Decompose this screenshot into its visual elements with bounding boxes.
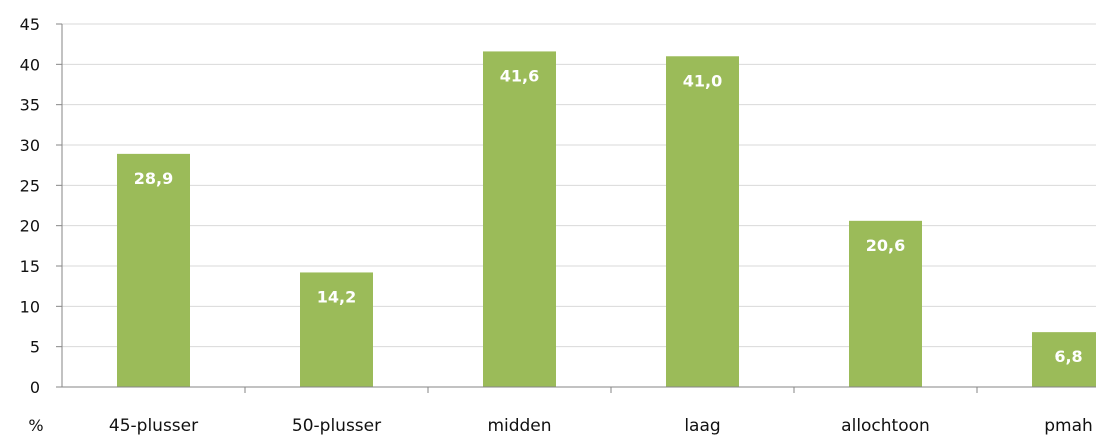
category-label: 50-plusser: [292, 416, 381, 436]
y-tick-labels: 0 5 10 15 20 25 30 35 40 45: [20, 15, 40, 397]
axes: [56, 23, 1096, 393]
bar-45-plusser: [117, 153, 190, 387]
gridlines: [62, 23, 1096, 348]
category-label: allochtoon: [841, 416, 930, 436]
y-tick-label: 15: [20, 257, 40, 276]
bar-laag: [666, 56, 739, 388]
data-labels: 28,9 14,2 41,6 41,0 20,6 6,8: [134, 66, 1083, 366]
data-label: 14,2: [317, 287, 356, 306]
bar-midden: [483, 51, 556, 387]
category-label: pmah: [1044, 416, 1093, 436]
y-tick-label: 30: [20, 136, 40, 155]
y-unit-label: %: [28, 416, 43, 435]
y-tick-label: 0: [30, 378, 40, 397]
category-label: 45-plusser: [109, 416, 198, 436]
y-tick-label: 5: [30, 338, 40, 357]
category-label: midden: [487, 416, 551, 436]
bar-allochtoon: [849, 220, 922, 387]
data-label: 20,6: [866, 236, 905, 255]
data-label: 28,9: [134, 169, 173, 188]
y-tick-label: 40: [20, 55, 40, 74]
y-tick-label: 20: [20, 217, 40, 236]
category-labels: 45-plusser 50-plusser midden laag allochtoon…: [109, 416, 1093, 436]
y-tick-label: 10: [20, 297, 40, 316]
bars: [117, 51, 1096, 388]
bar-50-plusser: [300, 272, 373, 387]
data-label: 41,0: [683, 71, 722, 90]
data-label: 6,8: [1054, 347, 1082, 366]
data-label: 41,6: [500, 66, 539, 85]
y-tick-label: 25: [20, 176, 40, 195]
y-tick-label: 45: [20, 15, 40, 34]
category-label: laag: [684, 416, 720, 436]
y-tick-label: 35: [20, 96, 40, 115]
bar-pmah: [1032, 332, 1096, 387]
